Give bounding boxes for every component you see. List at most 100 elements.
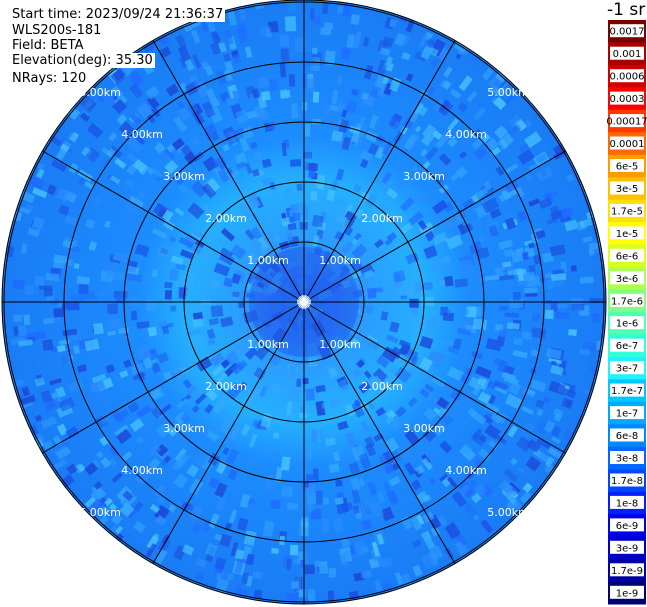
radial-line — [42, 150, 305, 303]
ppi-cell — [83, 292, 98, 299]
ppi-cell — [227, 11, 238, 27]
ppi-cell — [442, 214, 461, 231]
ppi-cell — [579, 218, 593, 228]
colorbar-label-box — [610, 248, 644, 262]
ppi-cell — [294, 37, 306, 52]
ppi-cell — [473, 146, 489, 161]
ppi-cell — [488, 440, 499, 450]
ppi-cell — [193, 336, 206, 348]
ppi-cell — [381, 346, 399, 363]
ppi-cell — [166, 144, 176, 153]
ppi-cell — [385, 415, 395, 425]
ppi-cell — [123, 202, 140, 215]
colorbar-label: 1.7e-7 — [611, 386, 643, 397]
ppi-cell — [519, 491, 532, 504]
ppi-cell — [445, 234, 464, 250]
ppi-cell — [352, 183, 362, 193]
ppi-cell — [214, 208, 225, 219]
center-ray — [303, 299, 311, 303]
ppi-cell — [200, 250, 211, 260]
ppi-cell — [175, 34, 187, 49]
ppi-cell — [291, 103, 299, 119]
ppi-cell — [93, 195, 103, 206]
ppi-cell — [420, 149, 428, 157]
ppi-cell — [481, 67, 494, 81]
ppi-cell — [376, 355, 390, 369]
ppi-cell — [483, 181, 493, 191]
ppi-cell — [188, 504, 204, 522]
colorbar-label: 3e-8 — [616, 454, 639, 465]
ppi-cell — [423, 281, 434, 291]
ppi-cell — [106, 318, 123, 330]
ppi-cell — [257, 76, 270, 88]
ppi-cell — [194, 572, 205, 582]
ppi-cell — [145, 543, 157, 558]
ppi-cell — [336, 5, 344, 14]
ppi-cell — [20, 243, 28, 255]
ppi-cell — [80, 95, 97, 113]
ppi-cell — [360, 570, 373, 579]
ppi-cell — [235, 583, 242, 595]
ppi-cell — [239, 137, 250, 152]
ppi-cell — [381, 172, 392, 185]
ppi-cell — [251, 168, 261, 177]
ppi-cell — [405, 73, 414, 82]
ppi-cell — [437, 515, 448, 527]
ppi-cell — [422, 160, 431, 170]
ppi-cell — [388, 475, 401, 487]
ppi-cell — [521, 406, 534, 415]
ppi-cell — [149, 388, 162, 400]
ppi-cell — [498, 239, 514, 250]
ppi-cell — [516, 466, 526, 475]
ppi-cell — [340, 46, 352, 56]
ppi-cell — [234, 558, 244, 575]
ppi-cell — [496, 335, 506, 347]
ppi-cell — [386, 231, 398, 243]
ppi-cell — [179, 249, 194, 260]
ppi-cell — [211, 365, 225, 377]
ring-label: 5.00km — [487, 506, 529, 519]
ring-label: 4.00km — [445, 464, 487, 477]
ppi-cell — [126, 272, 143, 282]
colorbar-label-box — [610, 293, 644, 307]
ppi-cell — [443, 66, 453, 78]
ppi-cell — [507, 425, 518, 438]
ppi-cell — [67, 132, 79, 144]
ppi-cell — [256, 116, 265, 132]
ppi-cell — [132, 371, 147, 381]
ppi-cell — [183, 57, 195, 72]
ppi-cell — [49, 377, 62, 386]
ppi-cell — [284, 188, 292, 196]
colorbar: 0.0017 0.001 0.0006 0.0003 0.00017 0.0001 6e-5… — [606, 20, 647, 605]
ppi-cell — [398, 339, 411, 349]
ppi-cell — [127, 401, 140, 414]
ppi-cell — [101, 158, 111, 167]
ppi-cell — [327, 366, 338, 378]
ppi-cell — [194, 393, 207, 405]
colorbar-label: 6e-5 — [616, 162, 639, 173]
ring-label: 3.00km — [163, 422, 205, 435]
ppi-cell — [257, 244, 270, 258]
ppi-cell — [205, 543, 218, 557]
ppi-cell — [436, 406, 448, 418]
ppi-cell — [201, 61, 210, 70]
ppi-cell — [162, 371, 173, 381]
ppi-cell — [323, 22, 334, 30]
ppi-cell — [526, 438, 542, 453]
ppi-cell — [438, 153, 452, 166]
ppi-cell — [219, 91, 230, 103]
ppi-cell — [476, 376, 487, 387]
ppi-cell — [289, 203, 300, 215]
ppi-cell — [65, 426, 80, 440]
ppi-cell — [146, 299, 157, 311]
ppi-cell — [213, 262, 231, 277]
ppi-cell — [126, 136, 144, 154]
ppi-cell — [360, 501, 373, 518]
colorbar-label-box — [610, 383, 644, 397]
ring-label: 1.00km — [247, 338, 289, 351]
ppi-cell — [13, 314, 22, 322]
ppi-cell — [525, 456, 541, 472]
ppi-cell — [53, 308, 64, 318]
ppi-cell — [24, 284, 34, 295]
ppi-cell — [395, 177, 407, 190]
